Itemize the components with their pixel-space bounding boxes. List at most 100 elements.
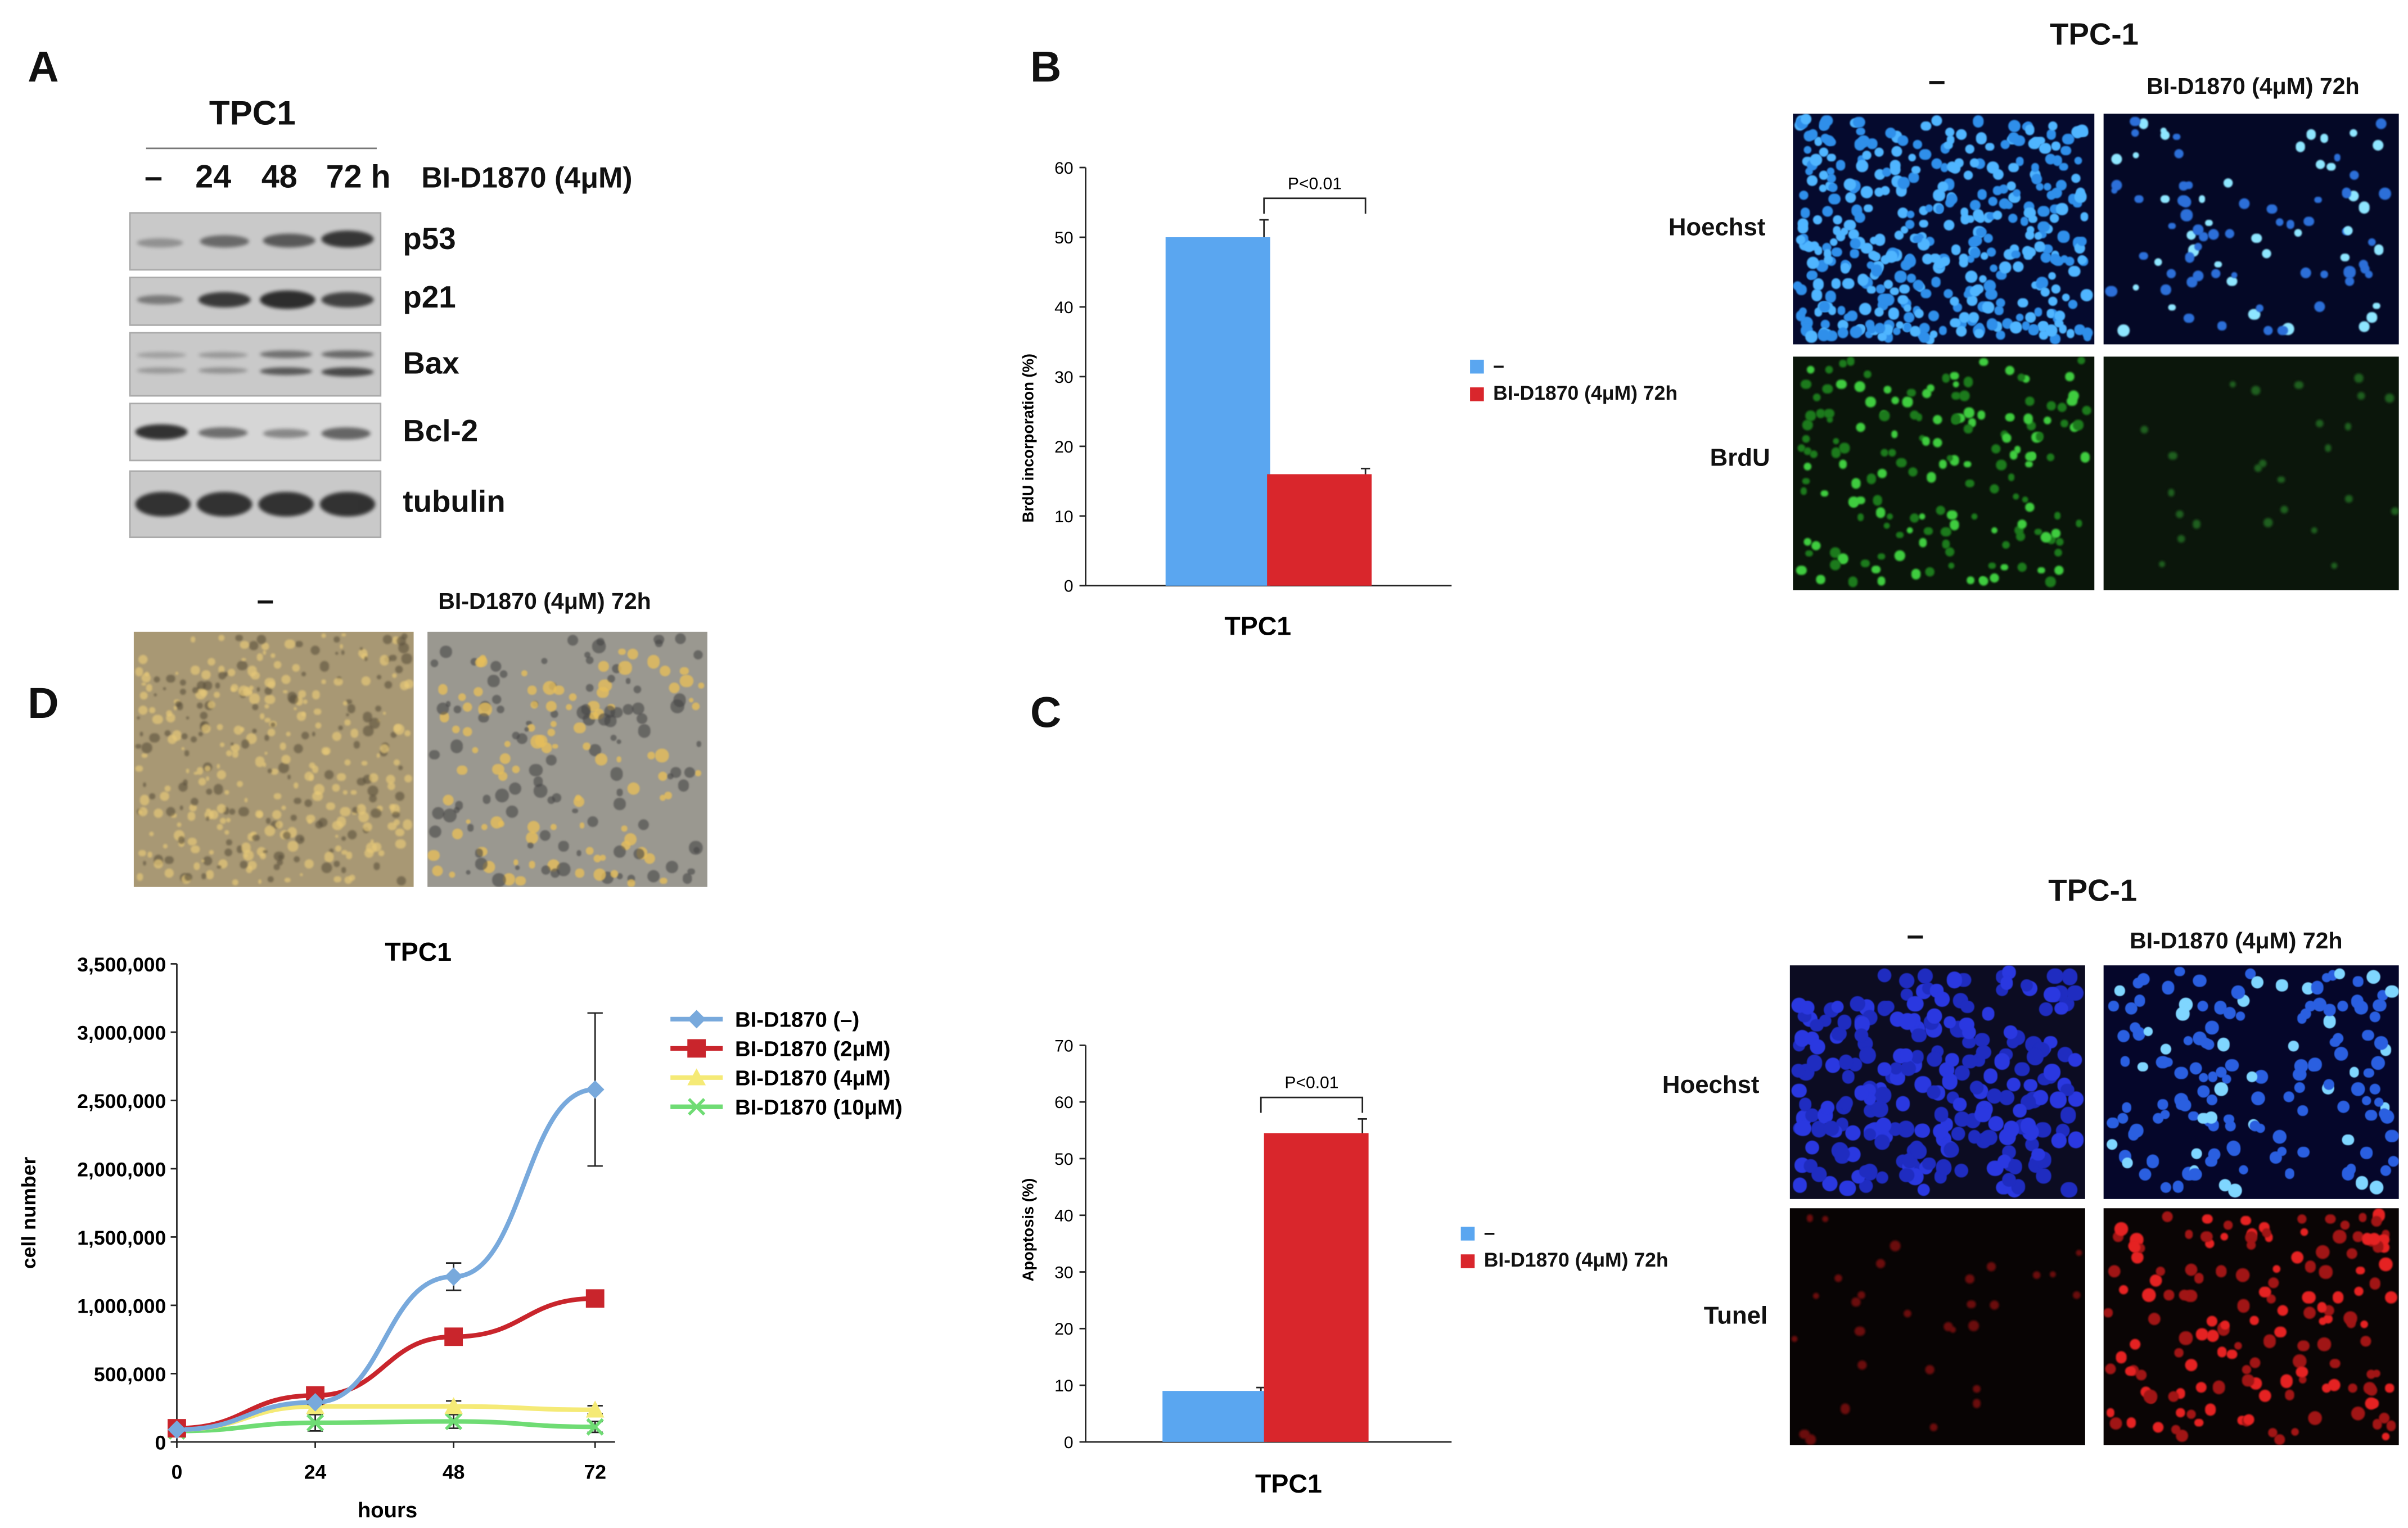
protein-label: p53 [403,223,456,257]
image-row-label: Tunel [1703,1303,1768,1330]
brdu-control-image [1793,356,2095,591]
protein-label: Bcl-2 [403,415,479,449]
blot-bax [129,332,382,397]
p-value-label: P<0.01 [1288,174,1342,193]
legend-label: BI-D1870 (10μM) [735,1095,903,1119]
y-tick-label: 2,000,000 [77,1159,166,1181]
y-tick-label: 20 [1054,1320,1073,1339]
lane-label: 48 [261,160,297,196]
panel-a-letter: A [28,43,59,91]
data-point [586,1418,604,1436]
tunel-control-image [1789,1208,2085,1445]
panel-c-letter: C [1030,689,1062,736]
hoechst-treated-image [2103,965,2399,1199]
x-tick-label: 24 [304,1461,327,1483]
legend-entry: – [1470,354,1678,377]
image-row-label: BrdU [1710,445,1770,472]
y-tick-label: 0 [1064,577,1074,596]
y-tick-label: 20 [1054,438,1073,456]
apoptosis-bar-chart: Apoptosis (%) TPC1 0 10 20 30 40 50 60 70 P<0.0… [1020,1037,1452,1498]
y-tick-label: 1,000,000 [77,1295,166,1318]
y-tick-label: 50 [1054,229,1073,247]
y-tick-label: 500,000 [94,1363,166,1386]
data-point [445,1412,463,1431]
y-tick-label: 30 [1054,1263,1073,1282]
cell-line-underline [146,147,377,150]
data-point [306,1414,324,1432]
series-line [177,1419,596,1434]
blot-p21 [129,277,382,326]
y-tick-label: 3,000,000 [77,1022,166,1045]
hoechst-control-image [1789,965,2085,1199]
panel-a-cell-line: TPC1 [209,93,296,133]
y-tick-label: 70 [1054,1037,1073,1055]
y-tick-label: 10 [1054,508,1073,526]
data-point [585,1400,605,1418]
y-tick-label: 10 [1054,1377,1073,1395]
growth-curve-chart: TPC1 cell number hours 0 500,000 1,000,000… [17,937,903,1522]
brdu-legend: – BI-D1870 (4μM) 72h [1470,354,1678,404]
y-axis-label: BrdU incorporation (%) [1020,354,1037,523]
image-row-label: Hoechst [1662,1073,1760,1100]
x-axis-label: TPC1 [1224,611,1291,640]
x-tick-label: 0 [172,1461,183,1483]
y-tick-label: 50 [1054,1150,1073,1169]
p-value-label: P<0.01 [1284,1074,1338,1092]
significance-bracket [1263,197,1367,214]
y-axis-label: Apoptosis (%) [1020,1178,1037,1282]
data-point [687,1068,706,1086]
legend-entry: – [1460,1220,1669,1244]
image-col-label: BI-D1870 (4μM) 72h [2130,928,2343,955]
lane-label: 72 h [326,160,391,196]
data-point [585,1080,605,1099]
images-title: TPC-1 [2049,18,2139,52]
data-point [585,1289,605,1308]
y-tick-label: 3,500,000 [77,953,166,976]
data-point [687,1010,706,1029]
brdu-treated-image [2103,356,2399,591]
legend-label: BI-D1870 (–) [735,1008,859,1032]
y-tick-label: 60 [1054,159,1073,178]
y-tick-label: 2,500,000 [77,1090,166,1113]
lane-label: – [145,160,163,196]
blot-tubulin [129,470,382,539]
x-tick-label: 48 [443,1461,465,1483]
protein-label: tubulin [403,486,506,520]
legend-label: BI-D1870 (4μM) [735,1066,890,1090]
bar [1264,1133,1369,1442]
data-point [688,1098,706,1116]
data-point [444,1397,463,1414]
apoptosis-legend: – BI-D1870 (4μM) 72h [1460,1220,1669,1271]
y-axis-label: cell number [17,1157,40,1269]
panel-a-treatment: BI-D1870 (4μM) [421,162,633,196]
image-col-label: – [1928,64,1946,99]
image-row-label: Hoechst [1668,215,1766,242]
x-tick-label: 72 [584,1461,606,1483]
panel-b-letter: B [1030,43,1062,91]
significance-bracket [1260,1096,1364,1113]
chart-title: TPC1 [385,937,452,966]
panel-d-col-label: – [256,584,274,618]
x-axis-label: TPC1 [1255,1469,1322,1498]
legend-entry: BI-D1870 (4μM) 72h [1470,381,1678,404]
bar [1162,1391,1268,1442]
panel-d-col-label: BI-D1870 (4μM) 72h [438,589,651,615]
blot-p53 [129,212,382,271]
y-tick-label: 30 [1054,368,1073,387]
protein-label: Bax [403,347,459,382]
lane-label: 24 [195,160,232,196]
y-tick-label: 0 [155,1432,166,1454]
image-col-label: – [1906,919,1924,953]
series-line [177,1296,596,1431]
y-tick-label: 40 [1054,299,1073,317]
bar [1165,237,1270,586]
image-col-label: BI-D1870 (4μM) 72h [2147,74,2360,100]
brdu-bar-chart: BrdU incorporation (%) TPC1 0 10 20 30 40 50 6… [1020,159,1452,640]
y-tick-label: 60 [1054,1093,1073,1112]
phase-contrast-control-image [133,631,414,887]
hoechst-control-image [1793,114,2095,345]
y-tick-label: 0 [1064,1434,1074,1452]
data-point [444,1267,463,1286]
legend-entry: BI-D1870 (4μM) 72h [1460,1248,1669,1271]
